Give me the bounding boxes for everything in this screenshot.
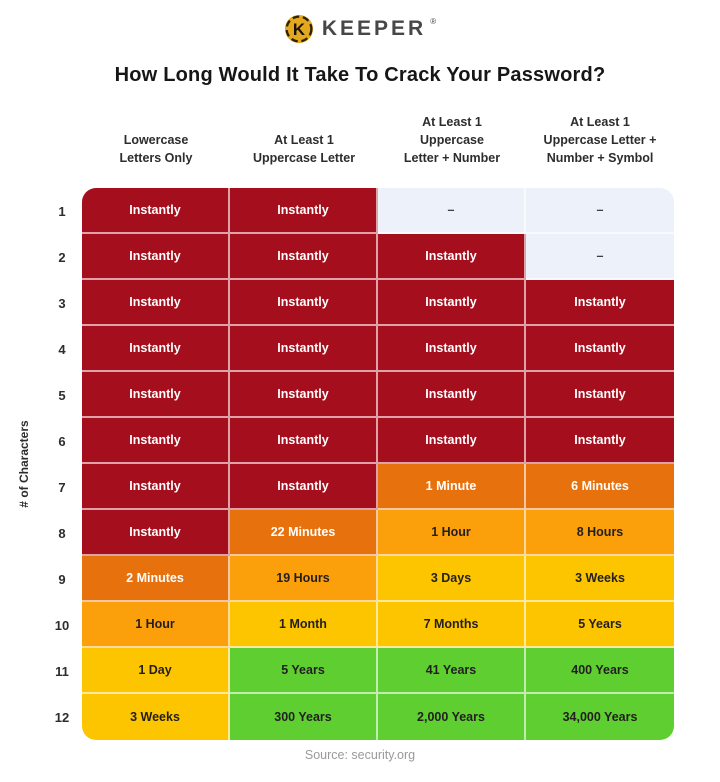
table-cell: Instantly xyxy=(82,464,230,510)
table-cell: Instantly xyxy=(526,372,674,418)
table-cell: 1 Minute xyxy=(378,464,526,510)
table-cell: Instantly xyxy=(378,418,526,464)
column-headers: Lowercase Letters Only At Least 1 Uppercase… xyxy=(82,98,674,188)
table-cell: 1 Hour xyxy=(82,602,230,648)
brand-name: KEEPER xyxy=(321,17,427,40)
table-cell: – xyxy=(526,188,674,234)
row-number: 12 xyxy=(54,709,70,725)
source-text: Source: security.org xyxy=(304,748,416,762)
column-header-2: At Least 1 Uppercase Letter xyxy=(252,132,356,165)
row-number: 7 xyxy=(58,479,66,495)
row-number: 9 xyxy=(58,571,66,587)
table-cell: Instantly xyxy=(526,326,674,372)
table-cell: Instantly xyxy=(82,280,230,326)
table-cell: Instantly xyxy=(82,326,230,372)
table-cell: 19 Hours xyxy=(230,556,378,602)
crack-time-grid: Instantly Instantly – – Instantly Instantly In… xyxy=(82,188,674,740)
table-cell: Instantly xyxy=(230,464,378,510)
table-cell: 5 Years xyxy=(526,602,674,648)
table-cell: 7 Months xyxy=(378,602,526,648)
row-number: 5 xyxy=(58,387,66,403)
table-cell: 3 Days xyxy=(378,556,526,602)
column-header-1: Lowercase Letters Only xyxy=(119,132,193,165)
row-number: 1 xyxy=(58,203,66,219)
table-cell: Instantly xyxy=(230,326,378,372)
row-number: 8 xyxy=(58,525,66,541)
row-numbers: 1 2 3 4 5 6 7 8 9 10 11 12 xyxy=(48,188,76,740)
table-cell: 1 Day xyxy=(82,648,230,694)
row-number: 6 xyxy=(58,433,66,449)
column-header-4: At Least 1 Uppercase Letter + Number + Sym… xyxy=(543,114,657,165)
table-cell: Instantly xyxy=(526,280,674,326)
table-cell: – xyxy=(526,234,674,280)
table-cell: 400 Years xyxy=(526,648,674,694)
table-cell: Instantly xyxy=(378,280,526,326)
table-cell: 300 Years xyxy=(230,694,378,740)
table-cell: Instantly xyxy=(230,188,378,234)
svg-text:K: K xyxy=(293,20,306,39)
table-cell: 34,000 Years xyxy=(526,694,674,740)
table-cell: – xyxy=(378,188,526,234)
column-header-3: At Least 1 Uppercase Letter + Number xyxy=(403,114,501,165)
table-cell: 41 Years xyxy=(378,648,526,694)
keeper-logo: K KEEPER ® xyxy=(0,14,720,44)
table-cell: 1 Hour xyxy=(378,510,526,556)
table-cell: Instantly xyxy=(230,234,378,280)
table-cell: Instantly xyxy=(230,280,378,326)
table-cell: Instantly xyxy=(82,188,230,234)
table-cell: Instantly xyxy=(230,372,378,418)
table-cell: 2 Minutes xyxy=(82,556,230,602)
y-axis-label: # of Characters xyxy=(17,420,31,508)
row-number: 10 xyxy=(54,617,70,633)
table-cell: Instantly xyxy=(82,234,230,280)
table-cell: 22 Minutes xyxy=(230,510,378,556)
table-cell: Instantly xyxy=(230,418,378,464)
table-cell: Instantly xyxy=(82,372,230,418)
table-cell: 3 Weeks xyxy=(82,694,230,740)
table-cell: Instantly xyxy=(378,326,526,372)
table-cell: 6 Minutes xyxy=(526,464,674,510)
table-cell: 2,000 Years xyxy=(378,694,526,740)
table-cell: Instantly xyxy=(82,510,230,556)
registered-mark: ® xyxy=(430,17,437,26)
keeper-logo-icon: K xyxy=(284,14,313,44)
table-cell: Instantly xyxy=(82,418,230,464)
table-cell: 1 Month xyxy=(230,602,378,648)
table-cell: 8 Hours xyxy=(526,510,674,556)
table-cell: Instantly xyxy=(378,372,526,418)
page-title: How Long Would It Take To Crack Your Pas… xyxy=(114,64,606,86)
table-cell: 3 Weeks xyxy=(526,556,674,602)
row-number: 4 xyxy=(58,341,66,357)
table-cell: 5 Years xyxy=(230,648,378,694)
row-number: 2 xyxy=(58,249,66,265)
table-cell: Instantly xyxy=(526,418,674,464)
table-cell: Instantly xyxy=(378,234,526,280)
row-number: 3 xyxy=(58,295,66,311)
row-number: 11 xyxy=(55,663,69,679)
